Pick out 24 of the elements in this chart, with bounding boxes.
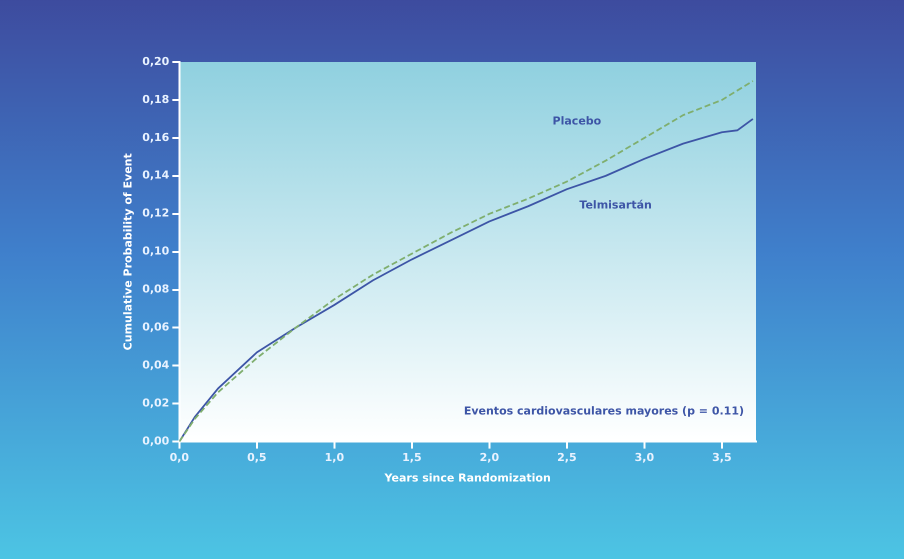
y-tick-label: 0,12 [142, 206, 170, 220]
y-axis-title: Cumulative Probability of Event [121, 153, 134, 350]
y-tick-label: 0,04 [142, 358, 170, 372]
x-tick-label: 1,0 [324, 451, 344, 464]
y-tick-label: 0,06 [142, 320, 170, 334]
x-tick-label: 3,5 [712, 451, 732, 464]
x-tick-label: 2,5 [557, 451, 577, 464]
y-tick-label: 0,02 [142, 396, 170, 410]
y-tick-label: 0,14 [142, 168, 170, 182]
series-label: Telmisartán [579, 198, 652, 212]
text: Placebo [552, 114, 602, 128]
x-tick-label: 2,0 [480, 451, 500, 464]
x-axis-title: Years since Randomization [384, 471, 551, 484]
y-tick-label: 0,18 [142, 92, 170, 106]
y-tick-label: 0,10 [142, 244, 170, 258]
x-tick-label: 3,0 [634, 451, 654, 464]
x-tick-label: 0,0 [170, 451, 190, 464]
y-tick-label: 0,16 [142, 130, 170, 144]
x-tick-label: 0,5 [247, 451, 267, 464]
annotation: Eventos cardiovasculares mayores (p = 0.11) [464, 404, 744, 418]
y-tick-label: 0,08 [142, 282, 170, 296]
y-tick-label: 0,00 [142, 434, 170, 448]
y-tick-label: 0,20 [142, 54, 170, 68]
x-tick-label: 1,5 [402, 451, 422, 464]
